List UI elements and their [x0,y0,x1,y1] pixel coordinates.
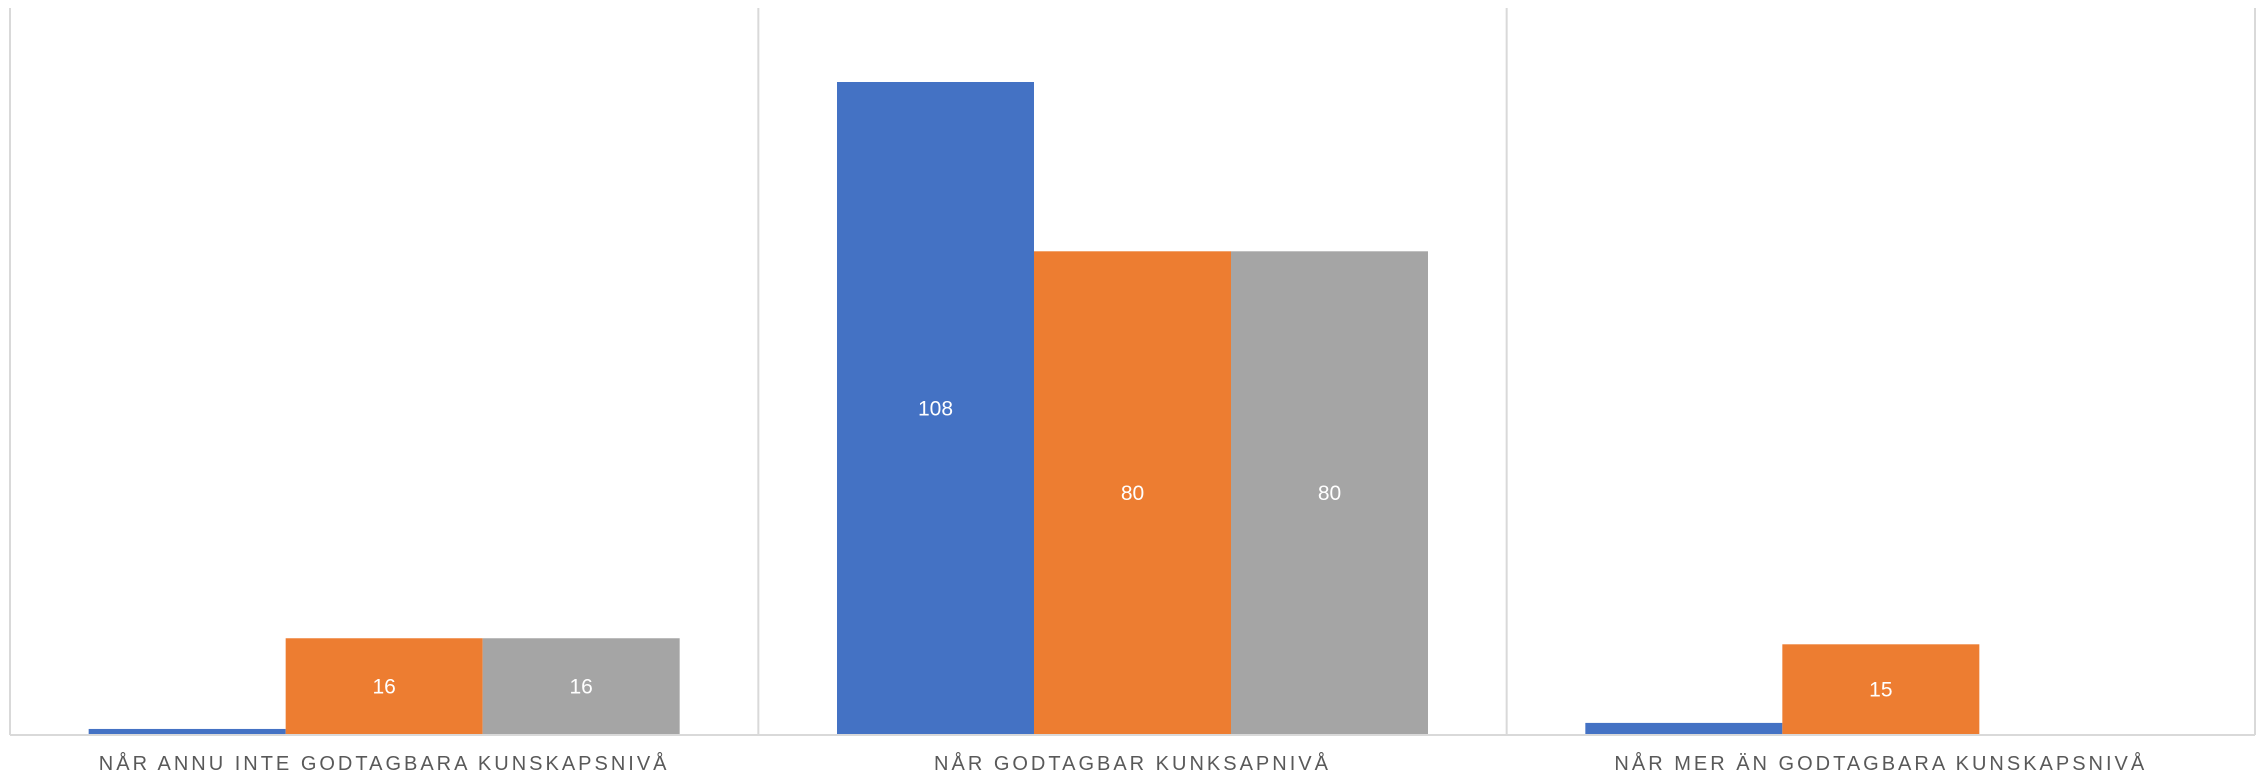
data-label: 16 [372,676,395,699]
category-separators [9,8,2256,735]
category-label: NÅR GODTAGBAR KUNKSAPNIVÅ [934,752,1331,774]
bar [285,638,483,735]
bar [88,728,286,735]
bars-group [88,82,1980,735]
bar [482,638,680,735]
bar [837,82,1034,735]
data-label: 80 [1318,482,1341,505]
bar [1782,644,1980,735]
data-label: 108 [918,398,953,421]
data-labels-group: 16 16 108 80 80 15 [372,398,1892,702]
bar [1585,722,1783,735]
category-label: NÅR ANNU INTE GODTAGBARA KUNSKAPSNIVÅ [99,752,670,774]
category-labels-group: NÅR ANNU INTE GODTAGBARA KUNSKAPSNIVÅ NÅR… [99,752,2147,774]
bar [1231,251,1428,735]
category-label: NÅR MER ÄN GODTAGBARA KUNSKAPSNIVÅ [1614,752,2147,774]
bar [1034,251,1231,735]
data-label: 80 [1121,482,1144,505]
data-label: 15 [1869,679,1892,702]
data-label: 16 [569,676,592,699]
